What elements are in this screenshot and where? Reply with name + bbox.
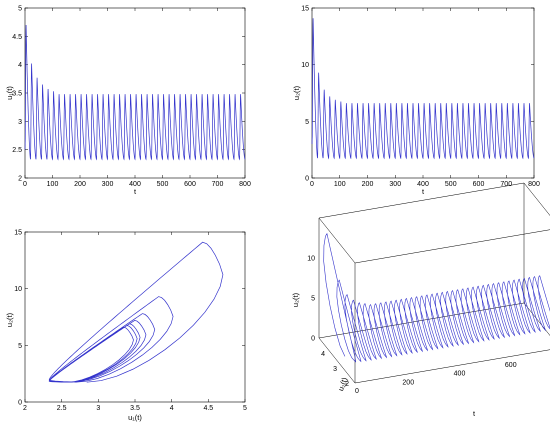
y-tick-label: 3.5 (12, 91, 22, 98)
series-line (48, 241, 224, 383)
box-edge (523, 182, 550, 216)
z-tick-label: 0 (311, 336, 315, 343)
y-tick-label: 5 (305, 119, 309, 126)
panel-phase-portrait: 0 5 10 15 2 2.5 3 3.5 4 4.5 5 u₁(t) u₂(t) (5, 230, 247, 423)
x-tick-label: 4 (170, 405, 174, 412)
z-tick-label: 5 (311, 296, 315, 303)
x-tick-label: 600 (505, 362, 517, 369)
y-tick-label: 2.5 (12, 147, 22, 154)
u1-axis-label: u₁(t) (336, 376, 349, 392)
x-axis-label: t (422, 187, 425, 196)
z-tick-label: 10 (307, 256, 315, 263)
x-tick-label: 400 (129, 181, 141, 188)
panel-u2-time: 0 5 10 15 0 100 200 300 400 500 600 700 800 t u₂(t) (292, 6, 540, 197)
panel-3d-trajectory: 0 200 400 600 800 2 3 4 0 5 10 t u₁(t) u₂(t) (291, 182, 550, 418)
x-tick-label: 800 (239, 181, 251, 188)
box-edge (318, 182, 525, 219)
x-tick-label: 200 (402, 379, 414, 386)
box-edge (354, 349, 550, 384)
x-tick-label: 200 (74, 181, 86, 188)
series-line (311, 18, 535, 160)
plot-frame (24, 231, 246, 403)
y-tick-label: 0 (18, 400, 22, 407)
x-tick-label: 700 (500, 181, 512, 188)
x-tick-label: 500 (445, 181, 457, 188)
y-tick-label: 5 (18, 6, 22, 13)
x-tick-label: 0 (23, 181, 27, 188)
x-axis-label: u₁(t) (128, 413, 142, 422)
y-tick-label: 4 (321, 351, 325, 358)
x-tick-label: 300 (102, 181, 114, 188)
t-axis-label: t (473, 409, 476, 418)
x-tick-label: 100 (47, 181, 59, 188)
x-axis-label: t (134, 187, 137, 196)
x-tick-label: 0 (355, 388, 359, 395)
y-axis-label: u₁(t) (5, 86, 14, 100)
x-tick-label: 100 (334, 181, 346, 188)
x-tick-label: 800 (528, 181, 540, 188)
series-line (24, 24, 246, 161)
box-edge (318, 337, 356, 384)
y-tick-label: 15 (301, 6, 309, 13)
x-tick-label: 5 (243, 405, 247, 412)
x-tick-label: 300 (389, 181, 401, 188)
y-tick-label: 5 (18, 343, 22, 350)
x-tick-label: 200 (362, 181, 374, 188)
x-tick-label: 700 (212, 181, 224, 188)
x-tick-label: 2.5 (57, 405, 67, 412)
y-tick-label: 10 (301, 62, 309, 69)
y-tick-label: 2 (18, 176, 22, 183)
y-tick-label: 10 (14, 286, 22, 293)
y-tick-label: 0 (305, 176, 309, 183)
y-tick-label: 3 (18, 119, 22, 126)
box-edge (354, 229, 550, 264)
y-tick-label: 4 (18, 62, 22, 69)
y-tick-label: 4.5 (12, 34, 22, 41)
x-tick-label: 3.5 (130, 405, 140, 412)
x-tick-label: 0 (310, 181, 314, 188)
y-tick-label: 2 (345, 381, 349, 388)
box-edge (318, 217, 356, 264)
y-axis-label: u₂(t) (5, 312, 14, 327)
y-tick-label: 3 (333, 366, 337, 373)
x-tick-label: 4.5 (203, 405, 213, 412)
x-tick-label: 3 (96, 405, 100, 412)
x-tick-label: 600 (473, 181, 485, 188)
x-tick-label: 2 (23, 405, 27, 412)
x-tick-label: 400 (454, 371, 466, 378)
y-tick-label: 15 (14, 230, 22, 237)
u2-axis-label: u₂(t) (291, 292, 300, 307)
x-tick-label: 400 (417, 181, 429, 188)
x-tick-label: 500 (157, 181, 169, 188)
series-line (323, 232, 550, 363)
panel-u1-time: 22.533.544.55 0 100 200 300 400 500 600 700 800 … (5, 6, 251, 197)
y-axis-label: u₂(t) (292, 85, 301, 100)
x-tick-label: 600 (184, 181, 196, 188)
